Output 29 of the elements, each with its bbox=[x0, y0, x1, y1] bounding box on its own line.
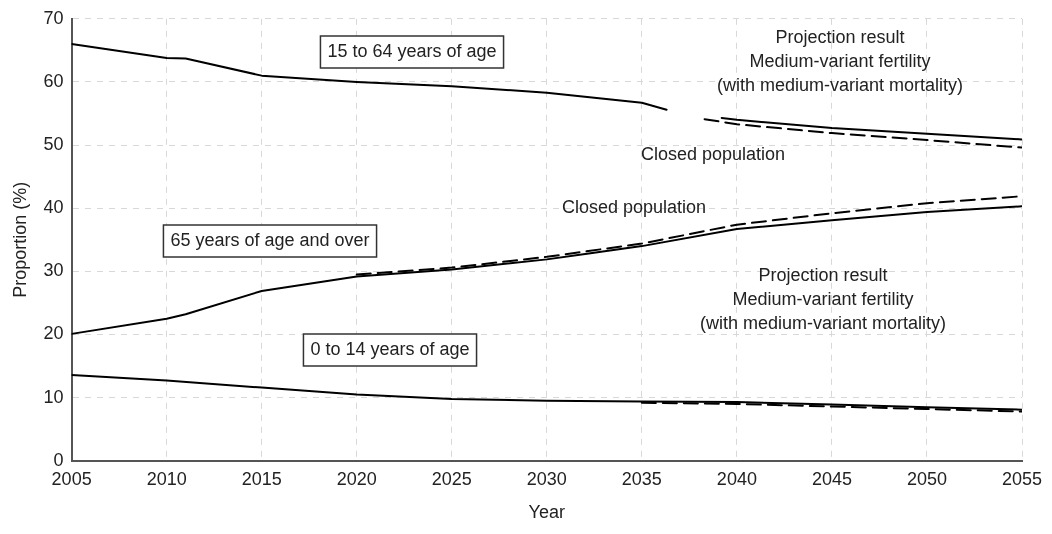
x-tick-label: 2025 bbox=[431, 468, 472, 489]
line-series bbox=[703, 118, 1022, 149]
annotation: Projection result Medium-variant fertility (with medium-variant mortality) bbox=[699, 264, 947, 333]
x-tick-label: 2035 bbox=[621, 468, 662, 489]
y-tick-label: 40 bbox=[43, 197, 64, 218]
annotation: Closed population bbox=[561, 196, 707, 217]
x-tick-label: 2030 bbox=[526, 468, 567, 489]
x-tick-label: 2010 bbox=[146, 468, 187, 489]
x-tick-label: 2040 bbox=[716, 468, 757, 489]
y-tick-label: 30 bbox=[43, 260, 64, 281]
y-tick-label: 60 bbox=[43, 70, 64, 91]
y-axis-title: Proportion (%) bbox=[9, 181, 30, 298]
y-tick-label: 20 bbox=[43, 323, 64, 344]
x-tick-label: 2045 bbox=[811, 468, 852, 489]
annotation: 65 years of age and over bbox=[170, 229, 370, 250]
x-tick-label: 2005 bbox=[51, 468, 92, 489]
y-tick-label: 70 bbox=[43, 7, 64, 28]
annotation: Projection result Medium-variant fertility (with medium-variant mortality) bbox=[716, 26, 964, 95]
y-tick-label: 10 bbox=[43, 386, 64, 407]
x-tick-label: 2050 bbox=[906, 468, 947, 489]
annotation: 0 to 14 years of age bbox=[310, 338, 470, 359]
x-tick-label: 2055 bbox=[1001, 468, 1043, 489]
x-tick-label: 2015 bbox=[241, 468, 282, 489]
y-tick-label: 0 bbox=[53, 449, 64, 470]
x-axis-title: Year bbox=[528, 502, 565, 523]
annotation: Closed population bbox=[640, 143, 786, 164]
y-tick-label: 50 bbox=[43, 134, 64, 155]
x-tick-label: 2020 bbox=[336, 468, 377, 489]
annotation: 15 to 64 years of age bbox=[327, 40, 497, 61]
